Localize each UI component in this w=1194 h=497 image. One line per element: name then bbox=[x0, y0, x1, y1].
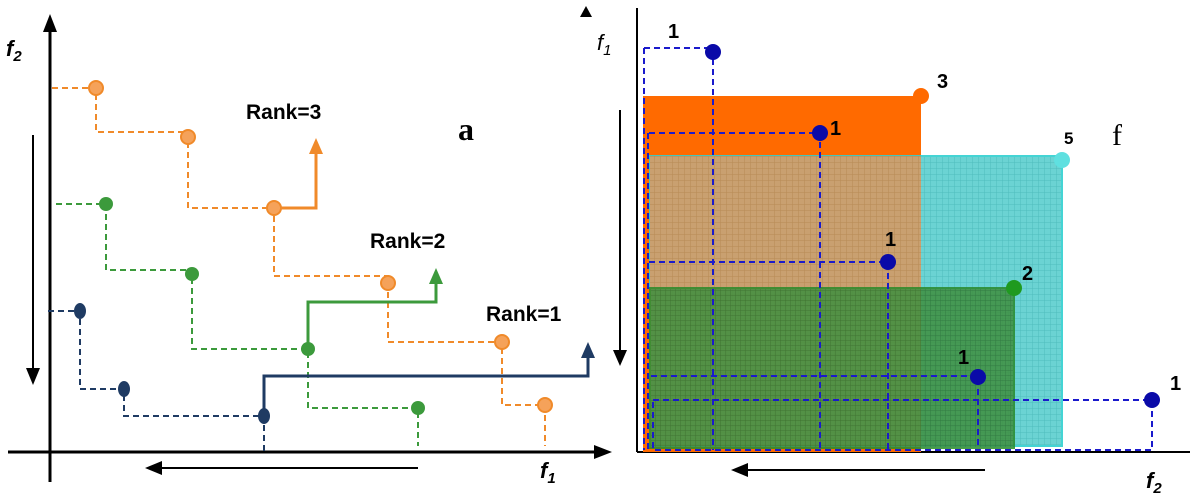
rank3-points bbox=[88, 80, 553, 413]
left-x-axis-arrowhead bbox=[594, 445, 612, 459]
left-down-arrowhead bbox=[26, 368, 40, 385]
rank3-staircase bbox=[52, 87, 546, 446]
left-panel: f2 f1 a Rank=3 Rank=2 bbox=[6, 14, 612, 487]
rank3-label: Rank=3 bbox=[246, 101, 321, 124]
point-label: 3 bbox=[937, 71, 948, 93]
rank1-points bbox=[74, 303, 270, 424]
right-panel-letter: f bbox=[1112, 119, 1122, 152]
rank1-label: Rank=1 bbox=[486, 303, 562, 326]
rank3-arrowhead bbox=[309, 138, 323, 154]
rank2-arrow-line bbox=[306, 284, 438, 349]
left-left-arrowhead bbox=[145, 461, 162, 475]
blue-dashed-box bbox=[652, 399, 1153, 451]
rank2-arrowhead bbox=[429, 268, 443, 284]
cyan-point bbox=[1054, 152, 1070, 168]
rank1-staircase bbox=[48, 310, 265, 452]
point-label: 2 bbox=[1022, 263, 1033, 285]
left-y-axis-arrowhead bbox=[43, 14, 57, 32]
point-label: 1 bbox=[668, 21, 679, 43]
rank2-staircase bbox=[56, 203, 419, 446]
right-x-axis-label: f2 bbox=[1146, 468, 1162, 497]
right-down-arrowhead bbox=[613, 350, 627, 366]
right-panel: f1 f2 f 1 3 1 5 1 2 1 1 bbox=[580, 6, 1190, 497]
left-panel-letter: a bbox=[458, 111, 474, 147]
right-left-arrowhead bbox=[731, 463, 748, 477]
rank3-arrow-line bbox=[274, 152, 318, 210]
blue-points bbox=[705, 44, 1160, 408]
rank2-point bbox=[301, 342, 315, 356]
rank1-point bbox=[118, 381, 130, 397]
rank2-point bbox=[99, 197, 113, 211]
rank3-point bbox=[494, 334, 510, 350]
rank1-point bbox=[74, 303, 86, 319]
point-label: 1 bbox=[830, 118, 841, 140]
rank3-point bbox=[266, 200, 282, 216]
rank2-label: Rank=2 bbox=[370, 230, 445, 253]
rank1-arrow-line bbox=[262, 358, 590, 416]
rank2-point bbox=[185, 267, 199, 281]
blue-point bbox=[705, 44, 721, 60]
rank3-point bbox=[537, 397, 553, 413]
rank2-points bbox=[99, 197, 425, 415]
point-label: 1 bbox=[885, 229, 896, 251]
rank3-point bbox=[180, 129, 196, 145]
rank1-arrowhead bbox=[581, 342, 595, 358]
blue-point bbox=[812, 125, 828, 141]
rank3-point bbox=[88, 80, 104, 96]
blue-point bbox=[1144, 392, 1160, 408]
rank2-point bbox=[411, 401, 425, 415]
green-solution-area bbox=[649, 287, 1015, 449]
right-top-arrowhead bbox=[580, 6, 592, 17]
blue-point bbox=[970, 369, 986, 385]
left-y-axis-label: f2 bbox=[6, 36, 22, 65]
point-label: 5 bbox=[1064, 129, 1073, 148]
green-point bbox=[1006, 280, 1022, 296]
point-label: 1 bbox=[958, 347, 969, 369]
blue-dashed-box bbox=[644, 47, 714, 450]
blue-dashed-box bbox=[649, 261, 889, 450]
orange-point bbox=[913, 88, 929, 104]
rank1-point bbox=[258, 408, 270, 424]
left-x-axis-label: f1 bbox=[540, 458, 556, 487]
blue-point bbox=[880, 254, 896, 270]
right-y-axis-label: f1 bbox=[597, 30, 611, 59]
point-label: 1 bbox=[1170, 373, 1181, 395]
rank3-point bbox=[380, 275, 396, 291]
